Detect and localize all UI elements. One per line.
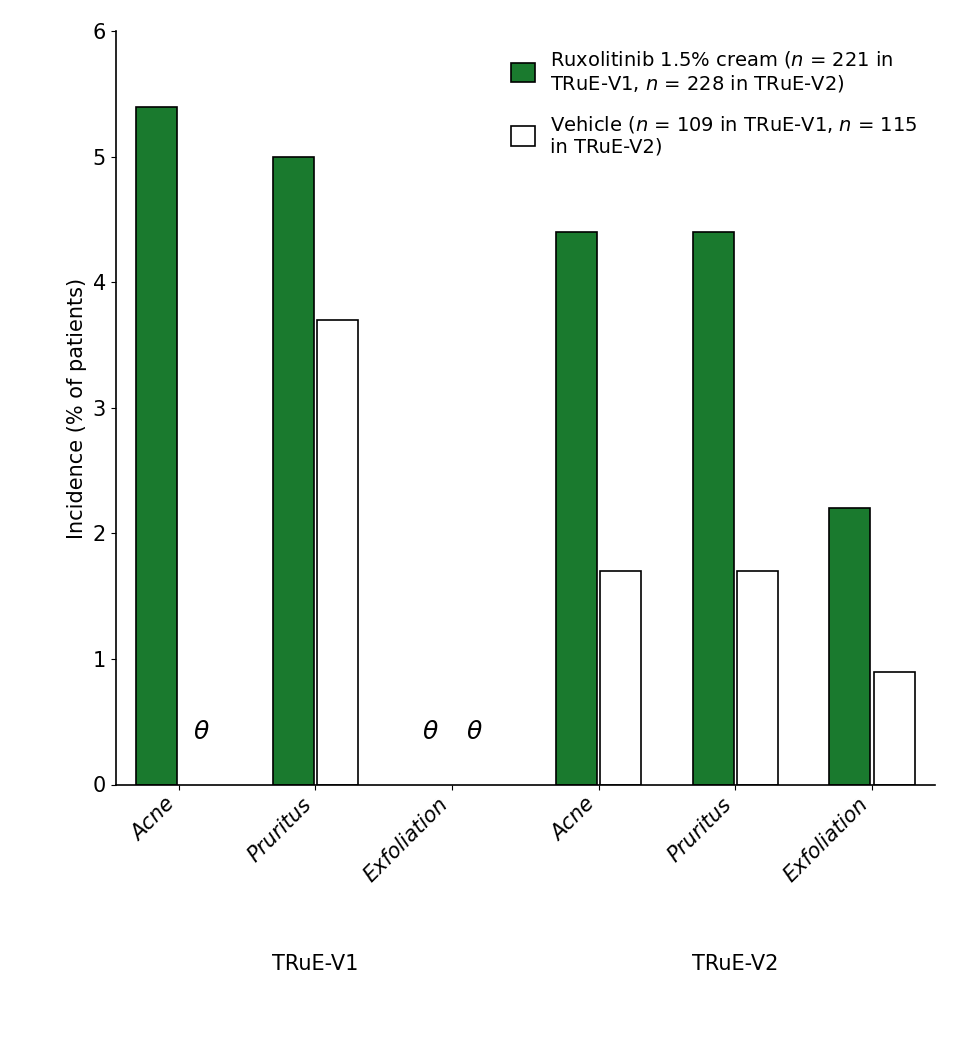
Text: TRuE-V2: TRuE-V2 [692,954,779,974]
Bar [873,672,915,784]
Bar [317,320,358,784]
Bar [737,571,778,784]
Bar [273,157,313,784]
Bar [556,232,597,784]
Text: TRuE-V1: TRuE-V1 [272,954,359,974]
Legend: Ruxolitinib 1.5% cream ($\it{n}$ = 221 in
TRuE-V1, $\it{n}$ = 228 in TRuE-V2), V: Ruxolitinib 1.5% cream ($\it{n}$ = 221 i… [503,41,925,164]
Text: θ: θ [422,721,438,745]
Text: θ: θ [467,721,482,745]
Y-axis label: Incidence (% of patients): Incidence (% of patients) [67,277,87,539]
Bar [693,232,734,784]
Bar [829,508,870,784]
Bar [601,571,641,784]
Text: θ: θ [194,721,208,745]
Bar [136,107,177,784]
